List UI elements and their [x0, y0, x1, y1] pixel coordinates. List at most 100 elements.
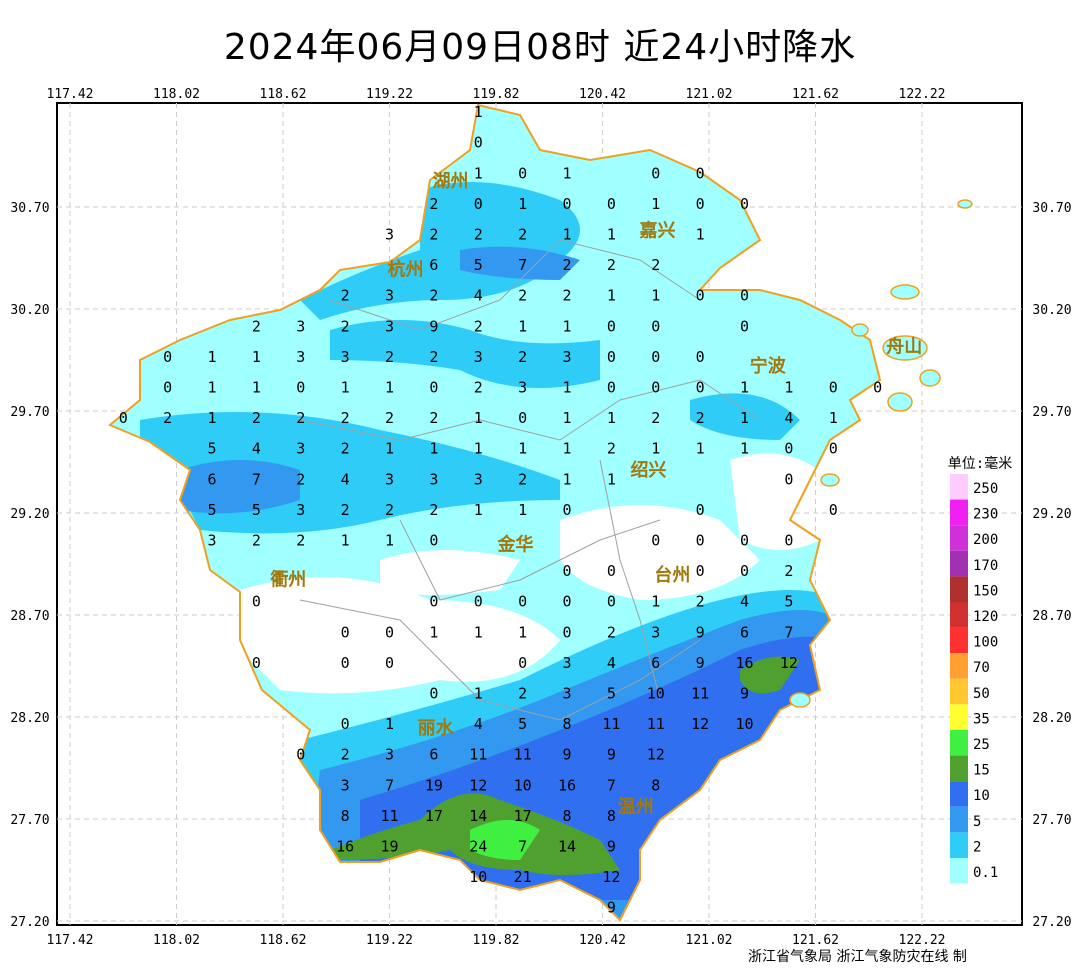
station-value: 10	[469, 868, 487, 886]
station-value: 2	[252, 409, 261, 427]
lat-tick-right: 28.70	[1032, 609, 1071, 624]
lon-tick-bottom: 122.22	[899, 933, 946, 948]
station-value: 4	[474, 287, 483, 305]
station-value: 7	[784, 623, 793, 641]
station-value: 0	[607, 379, 616, 397]
station-value: 1	[341, 379, 350, 397]
lon-tick-top: 118.02	[153, 87, 200, 102]
station-value: 0	[607, 195, 616, 213]
station-value: 0	[163, 348, 172, 366]
station-value: 10	[735, 715, 753, 733]
station-value: 3	[385, 287, 394, 305]
station-value: 0	[607, 593, 616, 611]
station-value: 1	[696, 226, 705, 244]
lon-tick-bottom: 120.42	[579, 933, 626, 948]
station-value: 0	[518, 593, 527, 611]
lon-tick-bottom: 117.42	[47, 933, 94, 948]
station-value: 1	[385, 715, 394, 733]
station-value: 12	[469, 776, 487, 794]
station-value: 1	[207, 348, 216, 366]
station-value: 2	[474, 317, 483, 335]
province-outline	[108, 103, 882, 922]
station-value: 7	[252, 470, 261, 488]
lat-tick-left: 27.20	[10, 915, 49, 930]
station-value: 1	[607, 470, 616, 488]
station-value: 6	[429, 256, 438, 274]
station-value: 5	[207, 501, 216, 519]
station-value: 17	[425, 807, 443, 825]
station-value: 3	[562, 348, 571, 366]
station-value: 2	[252, 532, 261, 550]
station-value: 3	[385, 317, 394, 335]
station-value: 0	[651, 532, 660, 550]
station-value: 3	[341, 776, 350, 794]
lon-tick-top: 119.82	[473, 87, 520, 102]
station-value: 0	[740, 562, 749, 580]
station-value: 0	[829, 379, 838, 397]
station-value: 1	[518, 440, 527, 458]
station-value: 0	[429, 685, 438, 703]
station-value: 3	[562, 654, 571, 672]
station-value: 19	[425, 776, 443, 794]
station-value: 0	[562, 562, 571, 580]
legend-swatch	[950, 704, 968, 730]
city-label: 温州	[618, 796, 654, 817]
station-value: 2	[341, 287, 350, 305]
station-value: 1	[607, 409, 616, 427]
station-value: 8	[607, 807, 616, 825]
station-value: 0	[740, 287, 749, 305]
station-value: 8	[562, 807, 571, 825]
legend-swatch	[950, 858, 968, 884]
legend-label: 35	[973, 711, 990, 727]
station-value: 9	[607, 746, 616, 764]
legend-label: 230	[973, 507, 998, 523]
legend-label: 170	[973, 558, 998, 574]
station-value: 8	[651, 776, 660, 794]
station-value: 1	[518, 501, 527, 519]
station-value: 9	[607, 899, 616, 917]
station-value: 0	[651, 348, 660, 366]
station-value: 0	[474, 195, 483, 213]
station-value: 0	[562, 623, 571, 641]
legend-unit: 单位:毫米	[948, 455, 1012, 472]
station-value: 0	[518, 409, 527, 427]
station-value: 0	[696, 562, 705, 580]
station-value: 0	[829, 440, 838, 458]
station-value: 12	[691, 715, 709, 733]
islands	[789, 199, 973, 708]
city-label: 金华	[497, 534, 534, 556]
station-value: 6	[207, 470, 216, 488]
station-value: 2	[607, 256, 616, 274]
station-value: 1	[429, 440, 438, 458]
station-value: 5	[252, 501, 261, 519]
station-value: 5	[518, 715, 527, 733]
station-values: 101 0 1 0 02 0 1 0 0 1 0 03 2 2 2 1 1 16 5 7 2 2 22 3 2 4 2 2 1 1 0 02 3…	[119, 103, 882, 917]
station-value: 8	[562, 715, 571, 733]
lon-tick-bottom: 119.22	[366, 933, 413, 948]
station-value: 1	[562, 226, 571, 244]
station-value: 0	[651, 379, 660, 397]
station-value: 21	[514, 868, 532, 886]
city-label: 嘉兴	[639, 220, 676, 241]
legend-swatch	[950, 550, 968, 577]
lat-tick-left: 27.70	[10, 813, 49, 828]
station-value: 2	[341, 501, 350, 519]
station-value: 3	[341, 348, 350, 366]
lat-tick-right: 27.70	[1032, 813, 1071, 828]
legend-swatch	[950, 832, 968, 858]
legend-label: 100	[973, 635, 998, 651]
station-value: 2	[296, 532, 305, 550]
station-value: 0	[696, 348, 705, 366]
lon-tick-top: 117.42	[47, 87, 94, 102]
station-value: 0	[740, 317, 749, 335]
legend-label: 150	[973, 583, 998, 599]
station-value: 3	[385, 746, 394, 764]
legend-label: 120	[973, 609, 998, 625]
station-value: 2	[474, 379, 483, 397]
station-value: 17	[514, 807, 532, 825]
station-value: 11	[514, 746, 532, 764]
station-value: 2	[163, 409, 172, 427]
station-value: 2	[562, 256, 571, 274]
station-value: 0	[696, 532, 705, 550]
lon-tick-bottom: 118.02	[153, 933, 200, 948]
